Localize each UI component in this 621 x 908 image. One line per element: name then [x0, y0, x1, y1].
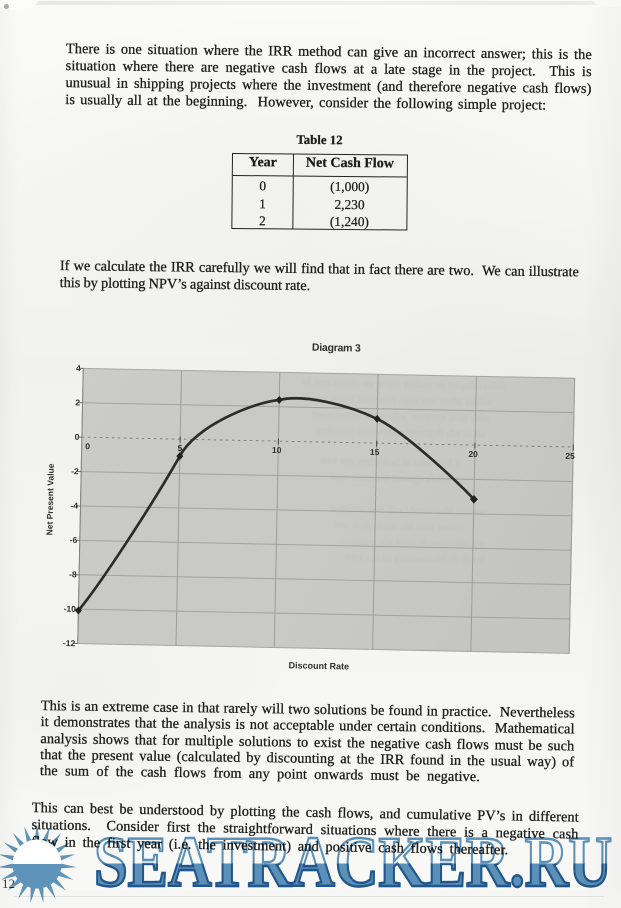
svg-text:-8: -8 [69, 569, 77, 579]
svg-text:tnemtsevni eht erehw stcejorp: tnemtsevni eht erehw stcejorp gnip pihs [312, 410, 490, 425]
svg-text:0: 0 [75, 432, 80, 442]
svg-text:noitulos owt lliw ylerar taht: noitulos owt lliw ylerar taht ni esac [330, 504, 487, 518]
svg-text:owt era ereht tcaf ni taht dni: owt era ereht tcaf ni taht dnif ll [321, 456, 461, 470]
svg-text:2: 2 [75, 397, 80, 407]
svg-text:ton si sisylana eht taht setar: ton si sisylana eht taht setart [335, 520, 464, 534]
svg-text:RRI eht ta gnitnuocsid yb deta: RRI eht ta gnitnuocsid yb detal [344, 552, 485, 566]
svg-text:evitagen eht tsixe ot snoitulo: evitagen eht tsixe ot snoitulos elp [339, 536, 486, 550]
svg-text:-10: -10 [64, 604, 77, 614]
svg-text:0: 0 [85, 441, 90, 451]
svg-text:10: 10 [272, 445, 282, 455]
svg-text:etar tnuocsid tsniaga sVPN gn: etar tnuocsid tsniaga sVPN gn [331, 472, 467, 486]
svg-text:25: 25 [565, 451, 575, 461]
svg-text:4: 4 [76, 363, 81, 373]
svg-text:Net Present Value: Net Present Value [44, 463, 55, 535]
svg-text:ol anu tautia eia orato nulom: ol anu tautia eia orato nulom ne euqolt … [302, 378, 507, 393]
svg-text:15: 15 [370, 447, 380, 457]
svg-text:-4: -4 [70, 500, 78, 510]
svg-text:Discount Rate: Discount Rate [288, 660, 349, 671]
svg-text:Diagram 3: Diagram 3 [312, 342, 361, 355]
svg-text:20: 20 [468, 449, 478, 459]
svg-text:5: 5 [178, 443, 183, 453]
svg-text:ti eno sworf hsac evit agen er: ti eno sworf hsac evit agen era ereht er… [302, 394, 493, 409]
svg-text:-6: -6 [70, 535, 78, 545]
svg-text:-2: -2 [71, 466, 79, 476]
svg-text:-12: -12 [63, 638, 76, 648]
